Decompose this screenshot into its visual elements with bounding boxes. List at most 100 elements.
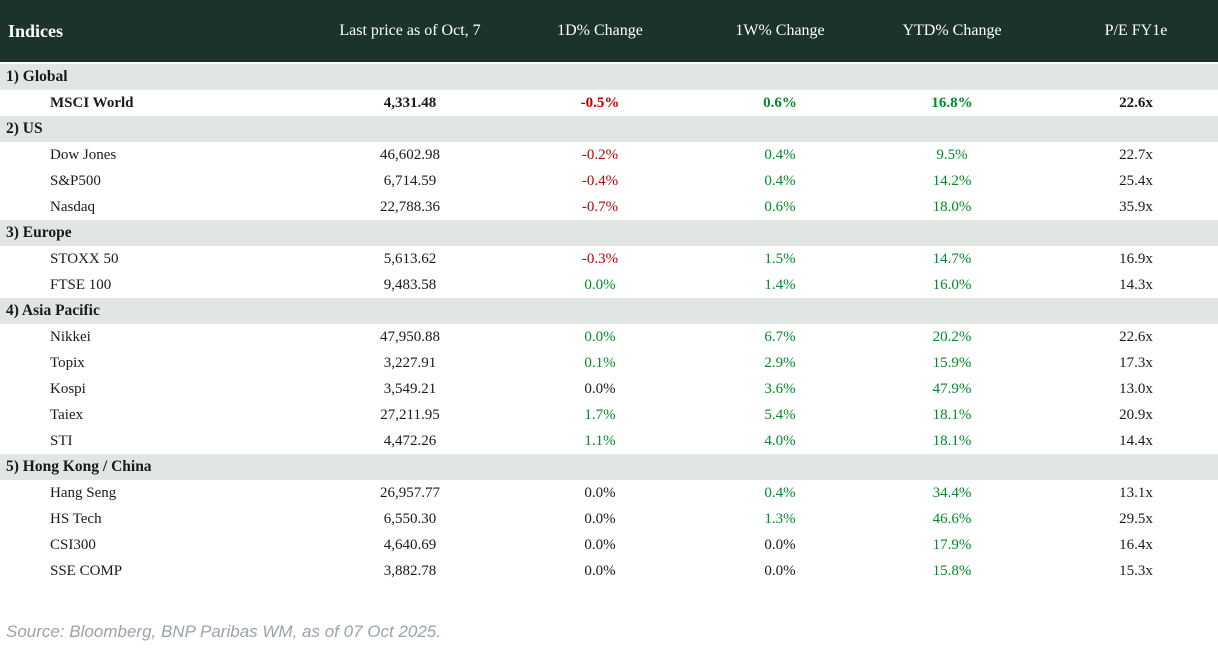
change-1d: 0.0%: [584, 380, 616, 397]
section-row: 2) US: [0, 116, 1218, 142]
index-name: CSI300: [50, 536, 96, 553]
change-1w: 4.0%: [764, 432, 796, 449]
change-1d: -0.7%: [581, 198, 619, 215]
last-price: 47,950.88: [380, 328, 440, 345]
change-ytd: 47.9%: [932, 380, 972, 397]
pe-ratio: 35.9x: [1119, 198, 1153, 215]
index-row: S&P500 6,714.59 -0.4% 0.4% 14.2% 25.4x: [0, 168, 1218, 194]
section-row: 1) Global: [0, 64, 1218, 90]
index-name: Taiex: [50, 406, 84, 423]
change-1w: 6.7%: [764, 328, 796, 345]
column-header-1w-change: 1W% Change: [735, 22, 825, 39]
change-1w: 0.6%: [763, 94, 797, 111]
section-label: 2) US: [6, 120, 43, 137]
last-price: 4,472.26: [383, 432, 437, 449]
pe-ratio: 14.3x: [1119, 276, 1153, 293]
index-row: HS Tech 6,550.30 0.0% 1.3% 46.6% 29.5x: [0, 506, 1218, 532]
change-ytd: 14.2%: [932, 172, 972, 189]
last-price: 6,550.30: [383, 510, 437, 527]
column-header-pe-fy1e: P/E FY1e: [1104, 22, 1168, 39]
index-name: FTSE 100: [50, 276, 112, 293]
column-header-last-price: Last price as of Oct, 7: [339, 22, 481, 39]
column-header-indices: Indices: [8, 20, 64, 41]
last-price: 6,714.59: [383, 172, 437, 189]
index-row: SSE COMP 3,882.78 0.0% 0.0% 15.8% 15.3x: [0, 558, 1218, 584]
index-row: STOXX 50 5,613.62 -0.3% 1.5% 14.7% 16.9x: [0, 246, 1218, 272]
indices-table: Indices Last price as of Oct, 7 1D% Chan…: [0, 0, 1218, 584]
change-ytd: 14.7%: [932, 250, 972, 267]
section-row: 4) Asia Pacific: [0, 298, 1218, 324]
index-row: STI 4,472.26 1.1% 4.0% 18.1% 14.4x: [0, 428, 1218, 454]
last-price: 22,788.36: [380, 198, 440, 215]
change-1w: 0.4%: [764, 146, 796, 163]
change-ytd: 46.6%: [932, 510, 972, 527]
change-1w: 0.4%: [764, 172, 796, 189]
change-1d: 0.0%: [584, 510, 616, 527]
column-header-1d-change: 1D% Change: [557, 22, 643, 39]
change-ytd: 15.9%: [932, 354, 972, 371]
pe-ratio: 15.3x: [1119, 562, 1153, 579]
change-1w: 0.6%: [764, 198, 796, 215]
change-1d: 1.7%: [584, 406, 616, 423]
index-row: Dow Jones 46,602.98 -0.2% 0.4% 9.5% 22.7x: [0, 142, 1218, 168]
change-1w: 1.5%: [764, 250, 796, 267]
index-name: STI: [50, 432, 73, 449]
change-1w: 0.0%: [764, 536, 796, 553]
change-1d: 0.0%: [584, 276, 616, 293]
pe-ratio: 13.1x: [1119, 484, 1153, 501]
change-1d: 0.0%: [584, 562, 616, 579]
index-row: MSCI World 4,331.48 -0.5% 0.6% 16.8% 22.6x: [0, 90, 1218, 116]
last-price: 26,957.77: [380, 484, 440, 501]
section-row: 3) Europe: [0, 220, 1218, 246]
last-price: 27,211.95: [380, 406, 440, 423]
change-ytd: 18.1%: [932, 406, 972, 423]
index-name: MSCI World: [50, 94, 134, 111]
change-1w: 1.3%: [764, 510, 796, 527]
pe-ratio: 22.7x: [1119, 146, 1153, 163]
last-price: 4,640.69: [383, 536, 437, 553]
index-row: Nasdaq 22,788.36 -0.7% 0.6% 18.0% 35.9x: [0, 194, 1218, 220]
change-1d: 1.1%: [584, 432, 616, 449]
change-ytd: 18.0%: [932, 198, 972, 215]
pe-ratio: 14.4x: [1119, 432, 1153, 449]
index-row: Topix 3,227.91 0.1% 2.9% 15.9% 17.3x: [0, 350, 1218, 376]
index-row: Nikkei 47,950.88 0.0% 6.7% 20.2% 22.6x: [0, 324, 1218, 350]
change-ytd: 34.4%: [932, 484, 972, 501]
table-header-row: Indices Last price as of Oct, 7 1D% Chan…: [0, 0, 1218, 62]
change-1w: 0.0%: [764, 562, 796, 579]
pe-ratio: 13.0x: [1119, 380, 1153, 397]
change-1d: -0.3%: [581, 250, 619, 267]
last-price: 3,549.21: [383, 380, 437, 397]
index-name: SSE COMP: [50, 562, 123, 579]
last-price: 3,882.78: [383, 562, 437, 579]
section-label: 4) Asia Pacific: [6, 302, 100, 319]
last-price: 9,483.58: [383, 276, 437, 293]
index-name: Nasdaq: [50, 198, 95, 215]
pe-ratio: 16.4x: [1119, 536, 1153, 553]
index-row: Hang Seng 26,957.77 0.0% 0.4% 34.4% 13.1x: [0, 480, 1218, 506]
pe-ratio: 22.6x: [1119, 94, 1153, 111]
index-name: Kospi: [50, 380, 86, 397]
index-row: CSI300 4,640.69 0.0% 0.0% 17.9% 16.4x: [0, 532, 1218, 558]
change-1w: 3.6%: [764, 380, 796, 397]
last-price: 46,602.98: [380, 146, 440, 163]
change-1d: 0.0%: [584, 536, 616, 553]
column-header-ytd-change: YTD% Change: [902, 22, 1002, 39]
index-name: S&P500: [50, 172, 101, 189]
index-row: FTSE 100 9,483.58 0.0% 1.4% 16.0% 14.3x: [0, 272, 1218, 298]
last-price: 3,227.91: [383, 354, 437, 371]
change-ytd: 17.9%: [932, 536, 972, 553]
index-name: Nikkei: [50, 328, 91, 345]
change-1w: 1.4%: [764, 276, 796, 293]
pe-ratio: 16.9x: [1119, 250, 1153, 267]
pe-ratio: 22.6x: [1119, 328, 1153, 345]
last-price: 5,613.62: [383, 250, 437, 267]
change-ytd: 16.8%: [931, 94, 973, 111]
change-ytd: 20.2%: [932, 328, 972, 345]
section-row: 5) Hong Kong / China: [0, 454, 1218, 480]
change-ytd: 9.5%: [936, 146, 968, 163]
section-label: 1) Global: [6, 68, 68, 85]
table-body: 1) Global MSCI World 4,331.48 -0.5% 0.6% 16.8…: [0, 64, 1218, 584]
section-label: 5) Hong Kong / China: [6, 458, 152, 475]
change-1d: -0.5%: [580, 94, 620, 111]
